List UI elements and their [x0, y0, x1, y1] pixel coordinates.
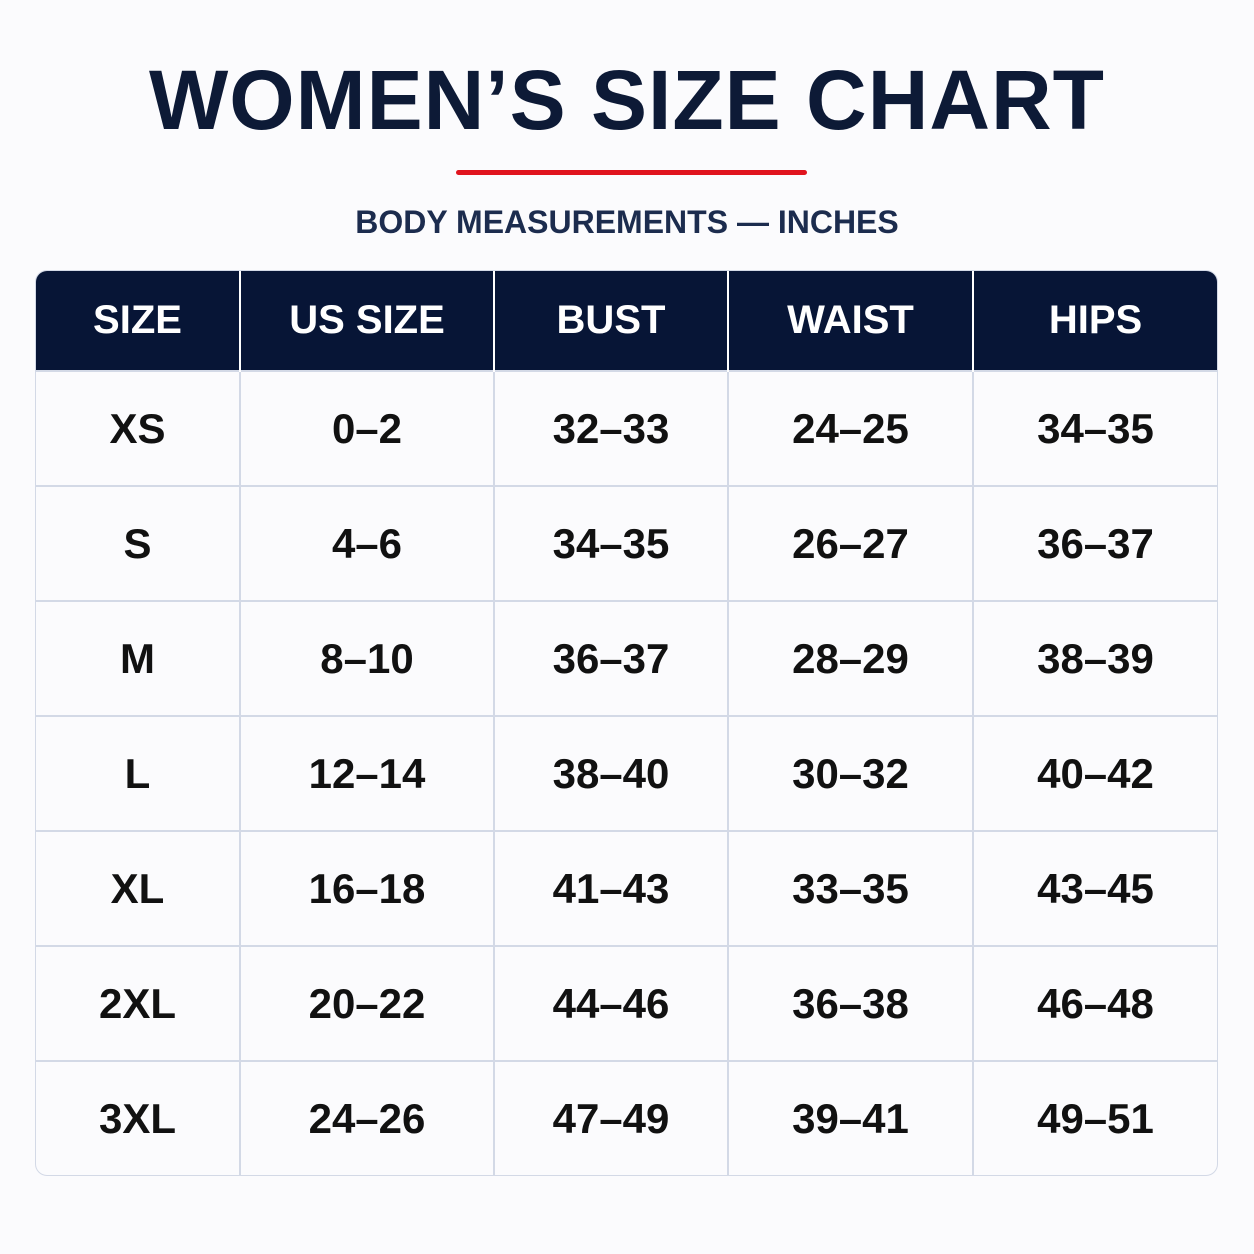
column-header: US SIZE	[239, 271, 494, 371]
column-header: BUST	[493, 271, 728, 371]
table-row: L 12–14 38–40 30–32 40–42	[36, 715, 1217, 831]
measurement-cell: 40–42	[972, 715, 1217, 831]
measurement-cell: 26–27	[727, 485, 973, 601]
measurement-cell: 36–37	[493, 600, 728, 716]
measurement-cell: 47–49	[493, 1060, 728, 1175]
size-table-container: SIZE US SIZE BUST WAIST HIPS XS 0–2 32–33 24–25…	[35, 270, 1218, 1176]
table-row: 2XL 20–22 44–46 36–38 46–48	[36, 945, 1217, 1061]
measurement-cell: 36–38	[727, 945, 973, 1061]
measurement-cell: 12–14	[239, 715, 494, 831]
size-cell: 2XL	[36, 945, 240, 1061]
table-row: XL 16–18 41–43 33–35 43–45	[36, 830, 1217, 946]
measurement-cell: 38–40	[493, 715, 728, 831]
title: WOMEN’S SIZE CHART	[149, 53, 1105, 147]
size-cell: L	[36, 715, 240, 831]
measurement-cell: 49–51	[972, 1060, 1217, 1175]
size-cell: M	[36, 600, 240, 716]
measurement-cell: 28–29	[727, 600, 973, 716]
measurement-cell: 43–45	[972, 830, 1217, 946]
size-cell: XL	[36, 830, 240, 946]
measurement-cell: 36–37	[972, 485, 1217, 601]
size-cell: XS	[36, 370, 240, 486]
table-row: XS 0–2 32–33 24–25 34–35	[36, 370, 1217, 486]
header-row: SIZE US SIZE BUST WAIST HIPS	[36, 271, 1217, 371]
measurement-cell: 16–18	[239, 830, 494, 946]
table-row: M 8–10 36–37 28–29 38–39	[36, 600, 1217, 716]
measurement-cell: 33–35	[727, 830, 973, 946]
measurement-cell: 39–41	[727, 1060, 973, 1175]
measurement-cell: 34–35	[972, 370, 1217, 486]
column-header: WAIST	[727, 271, 973, 371]
measurement-cell: 44–46	[493, 945, 728, 1061]
measurement-cell: 32–33	[493, 370, 728, 486]
measurement-cell: 46–48	[972, 945, 1217, 1061]
subtitle: BODY MEASUREMENTS — INCHES	[355, 204, 899, 240]
size-cell: S	[36, 485, 240, 601]
measurement-cell: 0–2	[239, 370, 494, 486]
size-table: SIZE US SIZE BUST WAIST HIPS XS 0–2 32–33 24–25…	[36, 271, 1217, 1175]
measurement-cell: 24–26	[239, 1060, 494, 1175]
table-row: S 4–6 34–35 26–27 36–37	[36, 485, 1217, 601]
title-underline	[456, 170, 807, 175]
table-row: 3XL 24–26 47–49 39–41 49–51	[36, 1060, 1217, 1175]
measurement-cell: 4–6	[239, 485, 494, 601]
measurement-cell: 8–10	[239, 600, 494, 716]
size-cell: 3XL	[36, 1060, 240, 1175]
measurement-cell: 30–32	[727, 715, 973, 831]
measurement-cell: 38–39	[972, 600, 1217, 716]
column-header: HIPS	[972, 271, 1217, 371]
column-header: SIZE	[36, 271, 240, 371]
measurement-cell: 20–22	[239, 945, 494, 1061]
measurement-cell: 34–35	[493, 485, 728, 601]
measurement-cell: 41–43	[493, 830, 728, 946]
measurement-cell: 24–25	[727, 370, 973, 486]
